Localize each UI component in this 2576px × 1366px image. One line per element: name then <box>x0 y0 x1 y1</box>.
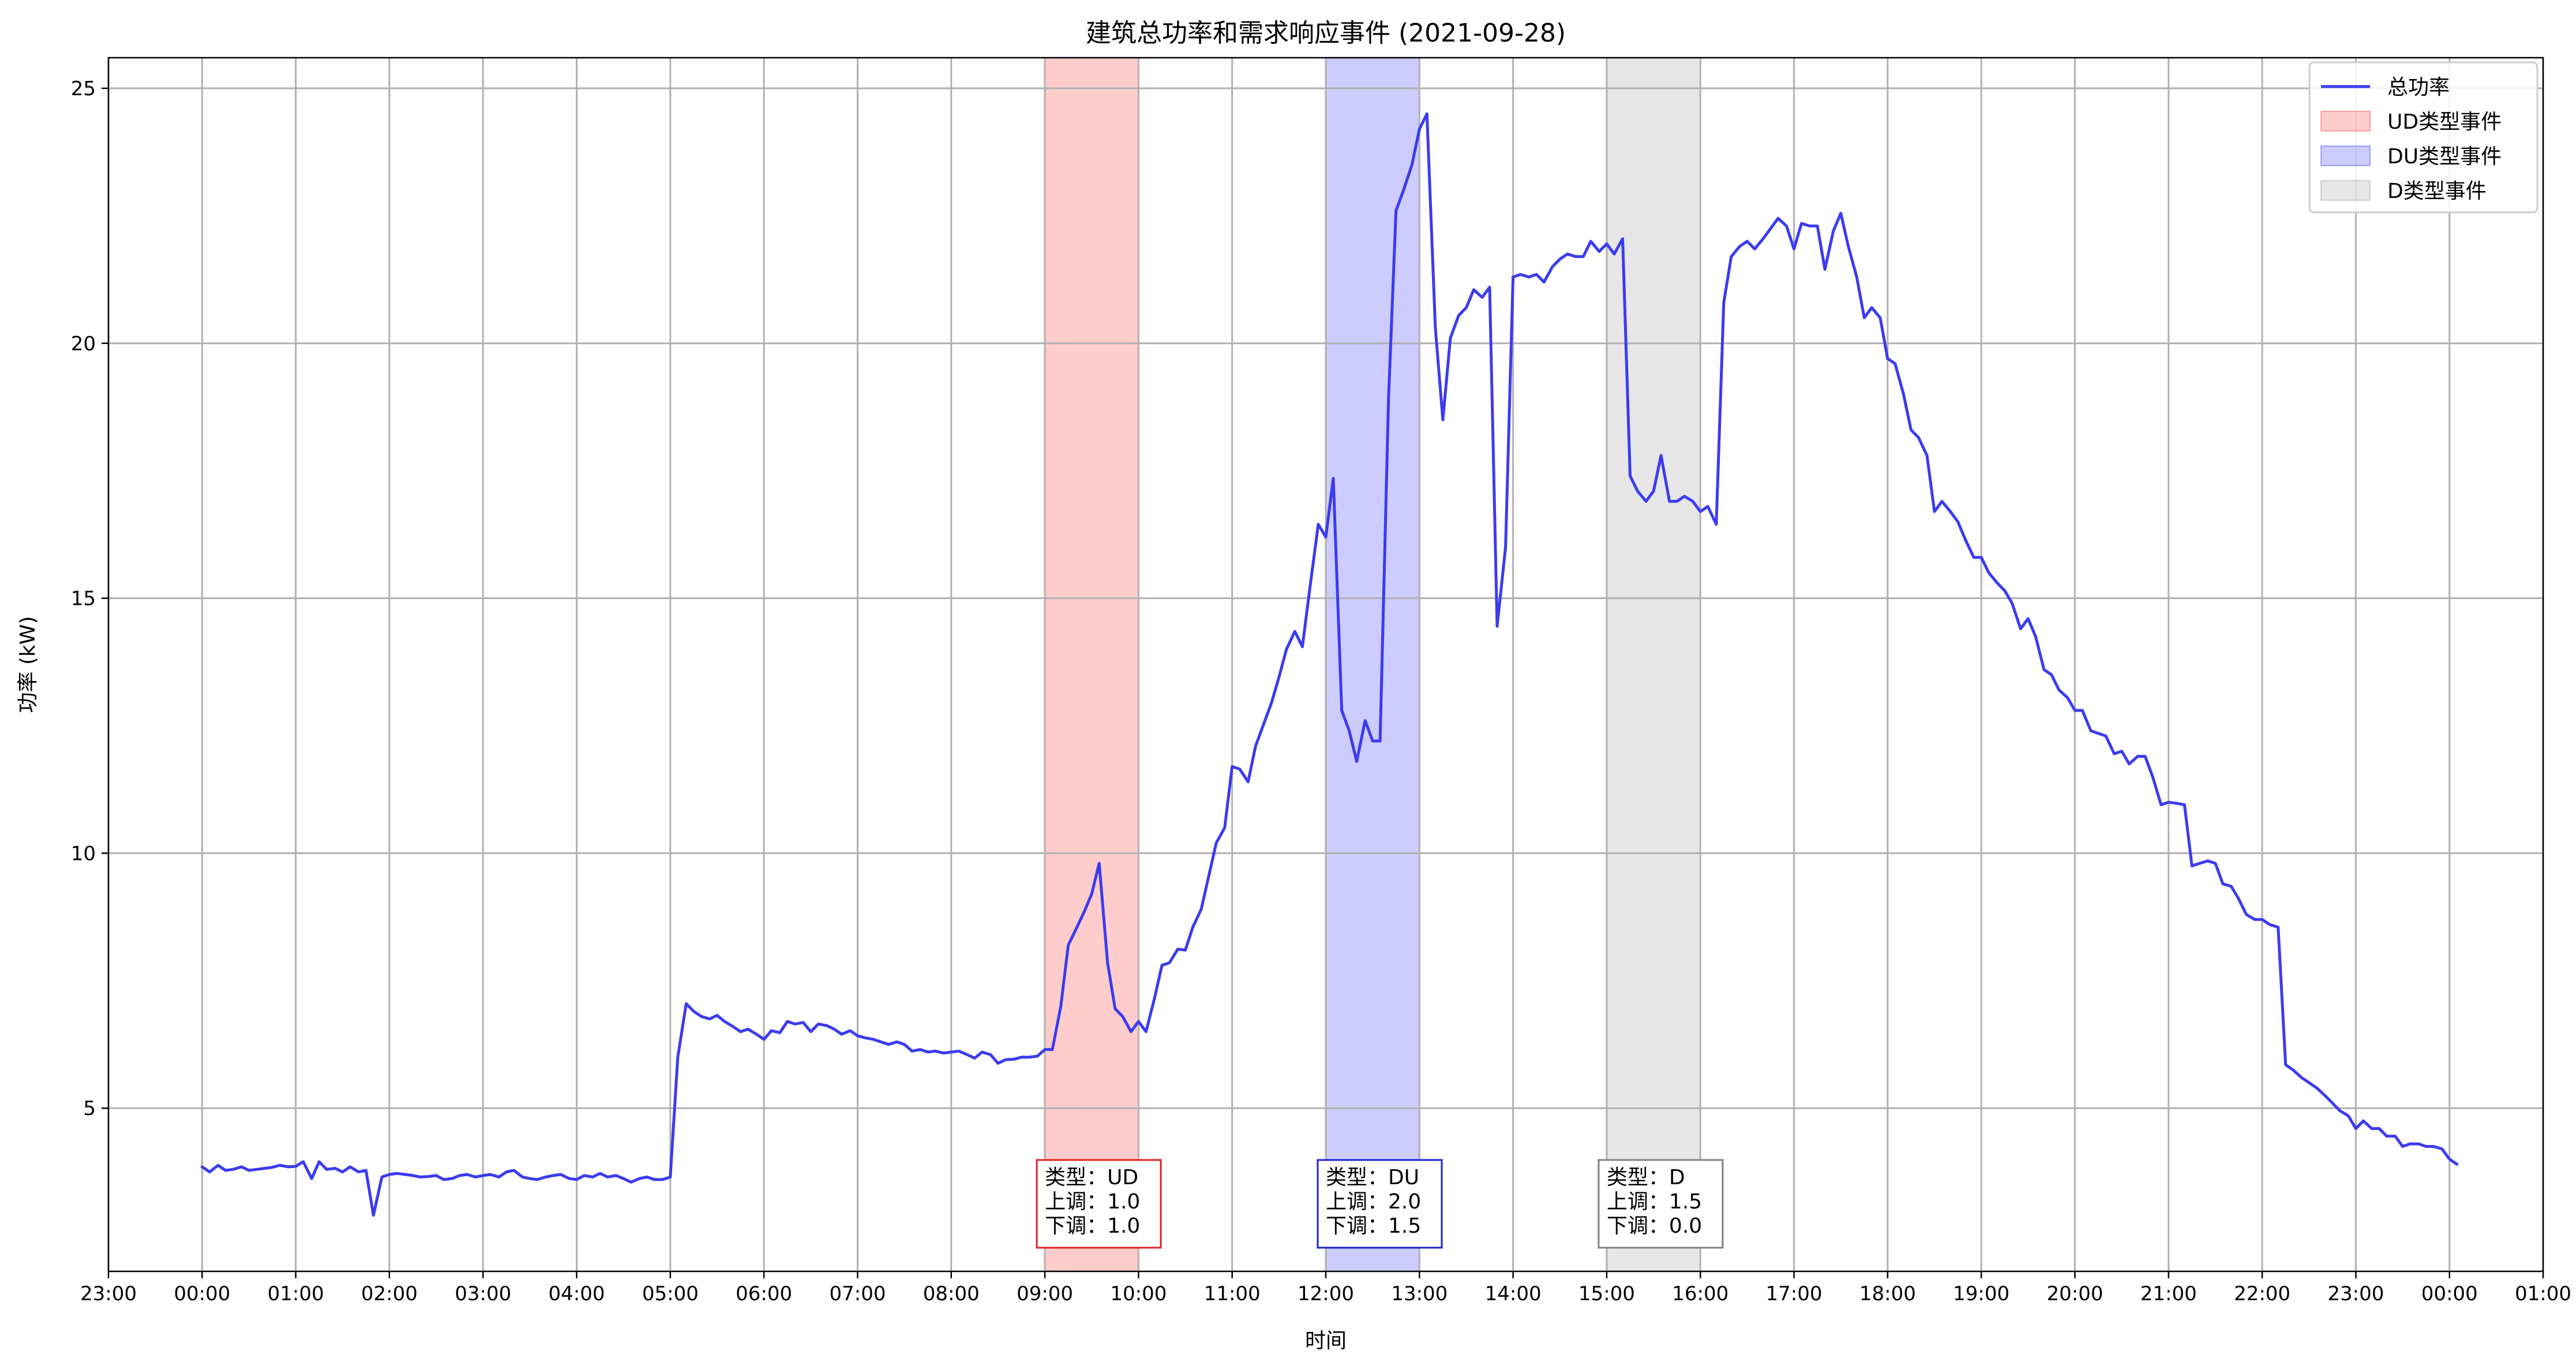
x-tick-label-20: 19:00 <box>1953 1282 2009 1305</box>
grid-lines <box>107 58 2544 1271</box>
annotation-line-2-1: 上调：1.5 <box>1607 1190 1702 1214</box>
x-tick-label-9: 08:00 <box>923 1282 980 1305</box>
annotation-line-1-0: 类型：DU <box>1326 1166 1419 1189</box>
x-tick-label-12: 11:00 <box>1204 1282 1261 1305</box>
annotation-line-0-0: 类型：UD <box>1045 1166 1138 1189</box>
x-axis-label: 时间 <box>1305 1329 1347 1353</box>
annotation-line-0-1: 上调：1.0 <box>1045 1190 1140 1214</box>
annotation-line-2-0: 类型：D <box>1607 1166 1685 1189</box>
legend-box <box>2308 61 2538 214</box>
x-tick-label-3: 02:00 <box>361 1282 418 1305</box>
x-tick-label-14: 13:00 <box>1391 1282 1448 1305</box>
x-tick-label-22: 21:00 <box>2140 1282 2197 1305</box>
y-axis-ticks: 5 10 15 20 25 <box>71 77 108 1120</box>
y-tick-label-0: 5 <box>83 1097 96 1120</box>
x-tick-label-18: 17:00 <box>1766 1282 1823 1305</box>
event-span-0 <box>1045 58 1139 1271</box>
annotation-line-1-2: 下调：1.5 <box>1326 1214 1421 1238</box>
x-tick-label-0: 23:00 <box>80 1282 137 1305</box>
annotation-box-0 <box>1036 1159 1162 1249</box>
annotation-line-0-2: 下调：1.0 <box>1045 1214 1140 1238</box>
x-tick-label-5: 04:00 <box>549 1282 605 1305</box>
legend-label-2: DU类型事件 <box>2387 145 2502 169</box>
x-tick-label-15: 14:00 <box>1485 1282 1542 1305</box>
x-tick-label-21: 20:00 <box>2046 1282 2103 1305</box>
x-tick-label-4: 03:00 <box>455 1282 511 1305</box>
annotation-line-1-1: 上调：2.0 <box>1326 1190 1421 1214</box>
annotation-line-2-2: 下调：0.0 <box>1607 1214 1702 1238</box>
legend-label-3: D类型事件 <box>2387 179 2487 203</box>
annotation-box-1 <box>1317 1159 1443 1249</box>
x-tick-label-24: 23:00 <box>2327 1282 2384 1305</box>
series-line-0 <box>200 112 2459 1217</box>
x-tick-label-26: 01:00 <box>2515 1282 2571 1305</box>
x-tick-label-6: 05:00 <box>642 1282 699 1305</box>
x-tick-label-19: 18:00 <box>1859 1282 1916 1305</box>
y-axis-label: 功率 (kW) <box>16 616 40 713</box>
x-tick-label-23: 22:00 <box>2234 1282 2290 1305</box>
y-tick-label-2: 15 <box>71 587 96 611</box>
x-tick-label-11: 10:00 <box>1110 1282 1167 1305</box>
x-tick-label-17: 16:00 <box>1672 1282 1728 1305</box>
y-tick-label-4: 25 <box>71 77 96 100</box>
legend-label-0: 总功率 <box>2387 76 2450 99</box>
x-tick-label-8: 07:00 <box>829 1282 886 1305</box>
annotation-box-2 <box>1598 1159 1724 1249</box>
x-axis-ticks: 23:00 00:00 01:00 02:00 03:00 04:00 05:00 06:00… <box>80 1271 2571 1305</box>
x-tick-label-16: 15:00 <box>1578 1282 1635 1305</box>
legend: 总功率 UD类型事件 DU类型事件 D类型事件 <box>2308 61 2538 214</box>
chart-title: 建筑总功率和需求响应事件 (2021-09-28) <box>1086 18 1566 48</box>
legend-label-1: UD类型事件 <box>2387 110 2502 134</box>
x-tick-label-7: 06:00 <box>736 1282 792 1305</box>
y-tick-label-3: 20 <box>71 332 96 355</box>
legend-swatch-2 <box>2320 145 2371 166</box>
x-tick-label-10: 09:00 <box>1017 1282 1073 1305</box>
legend-swatch-3 <box>2320 180 2371 201</box>
x-tick-label-2: 01:00 <box>268 1282 324 1305</box>
x-tick-label-13: 12:00 <box>1298 1282 1354 1305</box>
x-tick-label-1: 00:00 <box>174 1282 230 1305</box>
y-tick-label-1: 10 <box>71 842 96 865</box>
x-tick-label-25: 00:00 <box>2421 1282 2478 1305</box>
series-layer <box>200 112 2459 1217</box>
legend-swatch-1 <box>2320 111 2371 132</box>
